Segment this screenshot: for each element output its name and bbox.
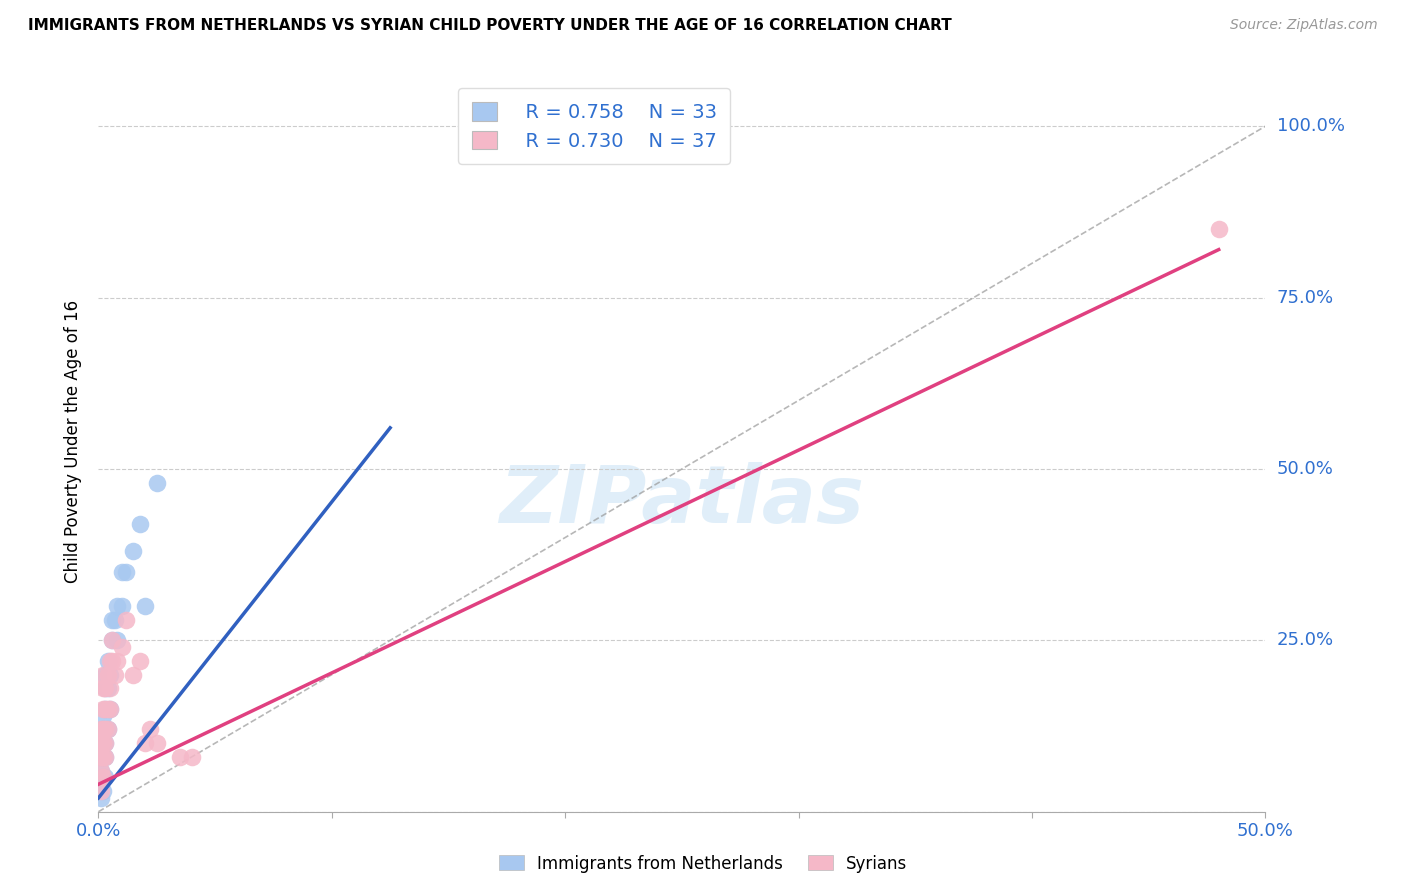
Point bbox=[94, 723, 117, 737]
Point bbox=[111, 599, 134, 613]
Point bbox=[91, 784, 114, 798]
Point bbox=[180, 750, 202, 764]
Point bbox=[91, 723, 114, 737]
Point bbox=[91, 681, 114, 696]
Text: 75.0%: 75.0% bbox=[1277, 289, 1334, 307]
Text: 50.0%: 50.0% bbox=[1277, 460, 1333, 478]
Point bbox=[98, 702, 121, 716]
Point bbox=[91, 708, 114, 723]
Text: 100.0%: 100.0% bbox=[1277, 117, 1344, 136]
Point bbox=[105, 599, 128, 613]
Y-axis label: Child Poverty Under the Age of 16: Child Poverty Under the Age of 16 bbox=[65, 300, 83, 583]
Point bbox=[98, 681, 121, 696]
Text: ZIPatlas: ZIPatlas bbox=[499, 462, 865, 540]
Text: 25.0%: 25.0% bbox=[1277, 632, 1334, 649]
Point bbox=[98, 654, 121, 668]
Point bbox=[94, 702, 117, 716]
Point bbox=[101, 613, 124, 627]
Point bbox=[94, 750, 117, 764]
Point bbox=[90, 777, 112, 791]
Point bbox=[101, 654, 124, 668]
Point bbox=[94, 750, 117, 764]
Legend: Immigrants from Netherlands, Syrians: Immigrants from Netherlands, Syrians bbox=[492, 848, 914, 880]
Point bbox=[101, 633, 124, 648]
Point bbox=[90, 764, 112, 778]
Point bbox=[115, 565, 138, 579]
Point bbox=[90, 736, 112, 750]
Point bbox=[91, 771, 114, 785]
Point bbox=[146, 736, 169, 750]
Point bbox=[90, 784, 112, 798]
Point bbox=[129, 654, 152, 668]
Point bbox=[97, 681, 120, 696]
Point bbox=[98, 702, 121, 716]
Point bbox=[97, 723, 120, 737]
Point bbox=[104, 613, 127, 627]
Point bbox=[1208, 222, 1230, 236]
Point bbox=[90, 750, 112, 764]
Point bbox=[94, 681, 117, 696]
Point bbox=[90, 750, 112, 764]
Point bbox=[91, 667, 114, 681]
Point bbox=[90, 723, 112, 737]
Point bbox=[91, 750, 114, 764]
Point bbox=[134, 599, 156, 613]
Point bbox=[94, 736, 117, 750]
Point bbox=[91, 736, 114, 750]
Point bbox=[105, 654, 128, 668]
Point bbox=[97, 654, 120, 668]
Point bbox=[101, 633, 124, 648]
Point bbox=[97, 723, 120, 737]
Text: IMMIGRANTS FROM NETHERLANDS VS SYRIAN CHILD POVERTY UNDER THE AGE OF 16 CORRELAT: IMMIGRANTS FROM NETHERLANDS VS SYRIAN CH… bbox=[28, 18, 952, 33]
Point bbox=[94, 681, 117, 696]
Point bbox=[98, 667, 121, 681]
Point bbox=[111, 565, 134, 579]
Point bbox=[115, 613, 138, 627]
Point bbox=[91, 750, 114, 764]
Point bbox=[139, 723, 162, 737]
Point bbox=[122, 667, 145, 681]
Point bbox=[94, 736, 117, 750]
Point bbox=[90, 764, 112, 778]
Point bbox=[122, 544, 145, 558]
Point bbox=[111, 640, 134, 655]
Point bbox=[94, 667, 117, 681]
Point bbox=[91, 771, 114, 785]
Text: Source: ZipAtlas.com: Source: ZipAtlas.com bbox=[1230, 18, 1378, 32]
Point bbox=[94, 702, 117, 716]
Point bbox=[169, 750, 191, 764]
Point bbox=[129, 516, 152, 531]
Point bbox=[94, 771, 117, 785]
Point bbox=[104, 667, 127, 681]
Point bbox=[90, 791, 112, 805]
Point bbox=[146, 475, 169, 490]
Legend:   R = 0.758    N = 33,   R = 0.730    N = 37: R = 0.758 N = 33, R = 0.730 N = 37 bbox=[458, 88, 730, 164]
Point bbox=[105, 633, 128, 648]
Point bbox=[134, 736, 156, 750]
Point bbox=[91, 736, 114, 750]
Point bbox=[91, 723, 114, 737]
Point bbox=[97, 702, 120, 716]
Point bbox=[91, 702, 114, 716]
Point bbox=[97, 667, 120, 681]
